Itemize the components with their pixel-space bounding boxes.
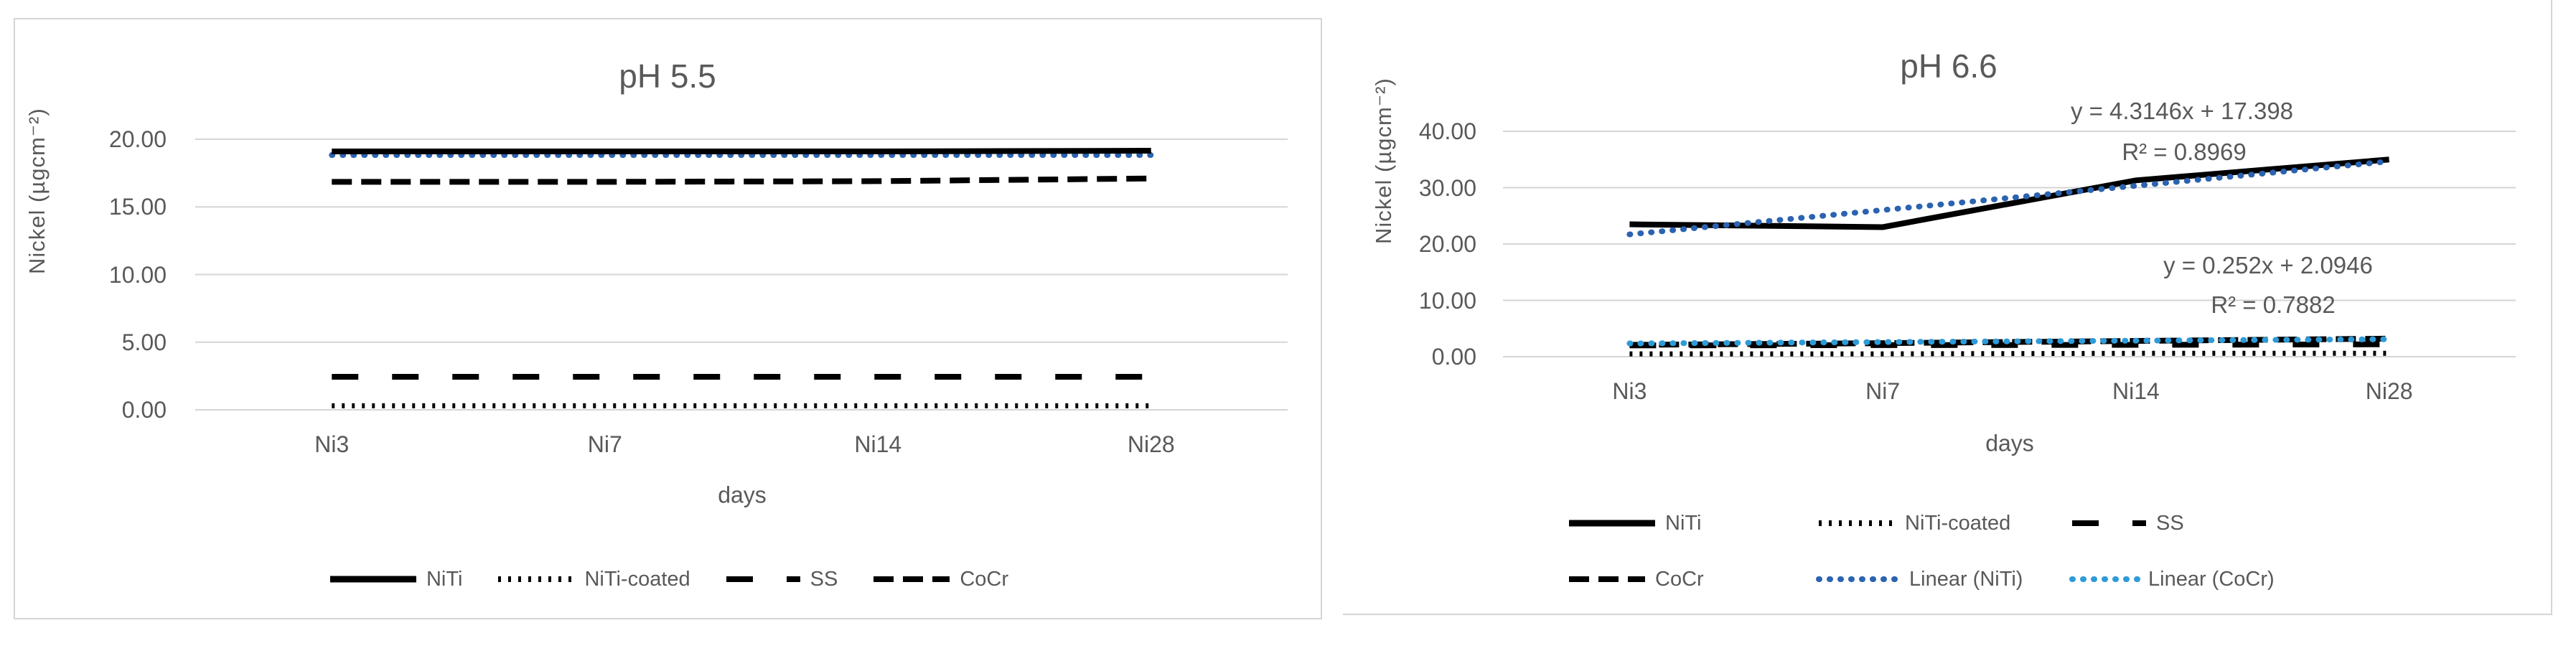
series-line-niti bbox=[1629, 156, 2389, 230]
legend-marker-icon bbox=[2072, 520, 2146, 526]
x-axis-title-ph55: days bbox=[718, 482, 767, 508]
chart-panel-ph55: pH 5.5 Nickel (µgcm⁻²) days NiTi NiTi-coa… bbox=[14, 18, 1322, 619]
legend-item-linear-niti-: Linear (NiTi) bbox=[1816, 563, 2023, 596]
legend-item-linear-cocr-: Linear (CoCr) bbox=[2069, 563, 2275, 596]
legend-marker-icon bbox=[1569, 576, 1645, 582]
legend-marker-icon bbox=[1819, 520, 1895, 526]
legend-item-niti: NiTi bbox=[1566, 507, 1701, 540]
x-axis-title-ph66: days bbox=[1985, 430, 2034, 456]
chart-title-ph55: pH 5.5 bbox=[619, 57, 716, 95]
y-tick-label: 10.00 bbox=[108, 261, 167, 288]
niti-trendline-r2: R² = 0.8969 bbox=[2122, 139, 2247, 165]
legend-label: CoCr bbox=[1655, 567, 1704, 591]
niti-trendline-equation: y = 4.3146x + 17.398 bbox=[2070, 98, 2294, 124]
y-tick-label: 20.00 bbox=[108, 126, 167, 152]
legend-label: CoCr bbox=[960, 567, 1009, 591]
x-tick-label: Ni14 bbox=[2112, 378, 2160, 404]
legend-label: NiTi-coated bbox=[584, 567, 690, 591]
plot-area-ph55 bbox=[195, 139, 1288, 411]
series-line-linear-niti- bbox=[1626, 158, 2392, 238]
series-line-ss bbox=[1629, 341, 2389, 349]
legend-marker-icon bbox=[329, 576, 416, 583]
legend-marker-icon bbox=[726, 576, 800, 582]
legend-marker-icon bbox=[1569, 520, 1655, 527]
chart-title-ph66: pH 6.6 bbox=[1900, 47, 1997, 85]
legend-item-niti: NiTi bbox=[327, 568, 462, 591]
x-tick-label: Ni3 bbox=[314, 431, 350, 457]
legend-label: Linear (NiTi) bbox=[1909, 567, 2023, 591]
series-line-cocr bbox=[332, 175, 1151, 185]
plot-area-ph66 bbox=[1503, 131, 2516, 357]
y-tick-label: 10.00 bbox=[1418, 287, 1476, 314]
chart-panel-ph66: pH 6.6 Nickel (µgcm⁻²) days y = 4.3146x … bbox=[1343, 0, 2552, 615]
y-tick-label: 5.00 bbox=[121, 329, 167, 355]
legend-label: NiTi-coated bbox=[1905, 511, 2011, 535]
legend-label: SS bbox=[2156, 511, 2184, 535]
cocr-trendline-r2: R² = 0.7882 bbox=[2211, 291, 2336, 318]
legend-item-cocr: CoCr bbox=[871, 568, 1008, 591]
y-tick-label: 20.00 bbox=[1418, 231, 1476, 257]
legend-marker-icon bbox=[1816, 576, 1902, 582]
legend-item-niti-coated: NiTi-coated bbox=[495, 568, 690, 591]
legend-label: NiTi bbox=[426, 567, 463, 591]
series-line-linear-cocr- bbox=[1626, 336, 2392, 347]
legend-marker-icon bbox=[498, 576, 575, 582]
legend-item-niti-coated: NiTi-coated bbox=[1816, 507, 2010, 540]
x-tick-label: Ni7 bbox=[1865, 378, 1901, 404]
series-line-niti-coated bbox=[1629, 350, 2389, 357]
legend-item-cocr: CoCr bbox=[1566, 563, 1704, 596]
y-tick-label: 0.00 bbox=[1431, 344, 1476, 370]
legend-label: Linear (CoCr) bbox=[2148, 567, 2275, 591]
y-tick-label: 40.00 bbox=[1418, 118, 1476, 144]
y-tick-label: 0.00 bbox=[121, 397, 167, 423]
y-tick-label: 15.00 bbox=[108, 194, 167, 220]
cocr-trendline-equation: y = 0.252x + 2.0946 bbox=[2163, 252, 2373, 278]
legend-label: NiTi bbox=[1665, 511, 1702, 535]
legend-item-ss: SS bbox=[723, 568, 838, 591]
legend-marker-icon bbox=[874, 576, 950, 582]
x-tick-label: Ni3 bbox=[1612, 378, 1647, 404]
x-tick-label: Ni14 bbox=[854, 431, 902, 457]
legend-item-ss: SS bbox=[2069, 507, 2184, 540]
legend-marker-icon bbox=[2069, 576, 2141, 582]
legend-label: SS bbox=[810, 567, 838, 591]
x-tick-label: Ni28 bbox=[2365, 378, 2413, 404]
x-tick-label: Ni28 bbox=[1127, 431, 1175, 457]
x-tick-label: Ni7 bbox=[587, 431, 622, 457]
legend-ph55: NiTi NiTi-coated SS CoCr bbox=[15, 563, 1321, 596]
y-tick-label: 30.00 bbox=[1418, 174, 1476, 201]
